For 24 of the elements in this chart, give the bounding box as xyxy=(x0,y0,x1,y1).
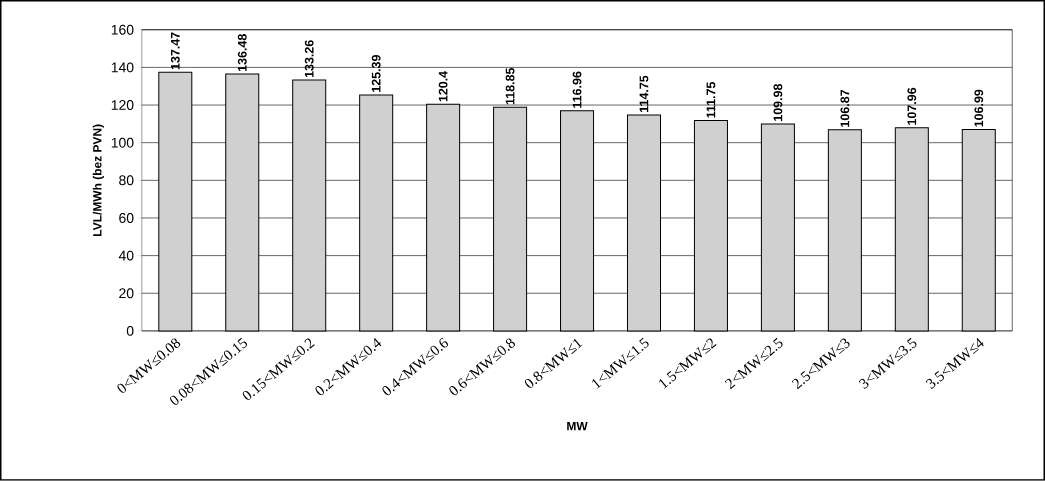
y-tick-label: 60 xyxy=(119,213,134,224)
y-tick-label: 20 xyxy=(119,288,134,299)
data-label: 107.96 xyxy=(907,88,917,125)
data-label: 125.39 xyxy=(371,55,381,93)
data-label: 118.85 xyxy=(505,68,515,105)
data-label: 109.98 xyxy=(773,84,783,122)
data-label: 106.87 xyxy=(840,90,850,127)
y-axis-title: LVL/MWh (bez PVN) xyxy=(92,124,104,237)
y-tick-label: 40 xyxy=(118,250,134,261)
y-tick-label: 100 xyxy=(111,137,134,148)
data-label: 120.4 xyxy=(438,71,448,102)
data-label: 111.75 xyxy=(706,82,716,118)
data-label: 106.99 xyxy=(974,89,984,127)
data-label: 133.26 xyxy=(304,40,314,78)
data-label: 137.47 xyxy=(170,32,180,70)
y-tick-label: 120 xyxy=(111,100,134,111)
x-axis-title: MW xyxy=(567,422,588,431)
data-label: 114.75 xyxy=(639,75,649,113)
y-tick-label: 80 xyxy=(119,175,134,186)
y-tick-label: 160 xyxy=(111,24,134,35)
data-label: 116.96 xyxy=(572,71,582,108)
data-label: 136.48 xyxy=(237,34,247,72)
y-tick-label: 0 xyxy=(126,326,134,336)
y-tick-label: 140 xyxy=(111,62,134,73)
